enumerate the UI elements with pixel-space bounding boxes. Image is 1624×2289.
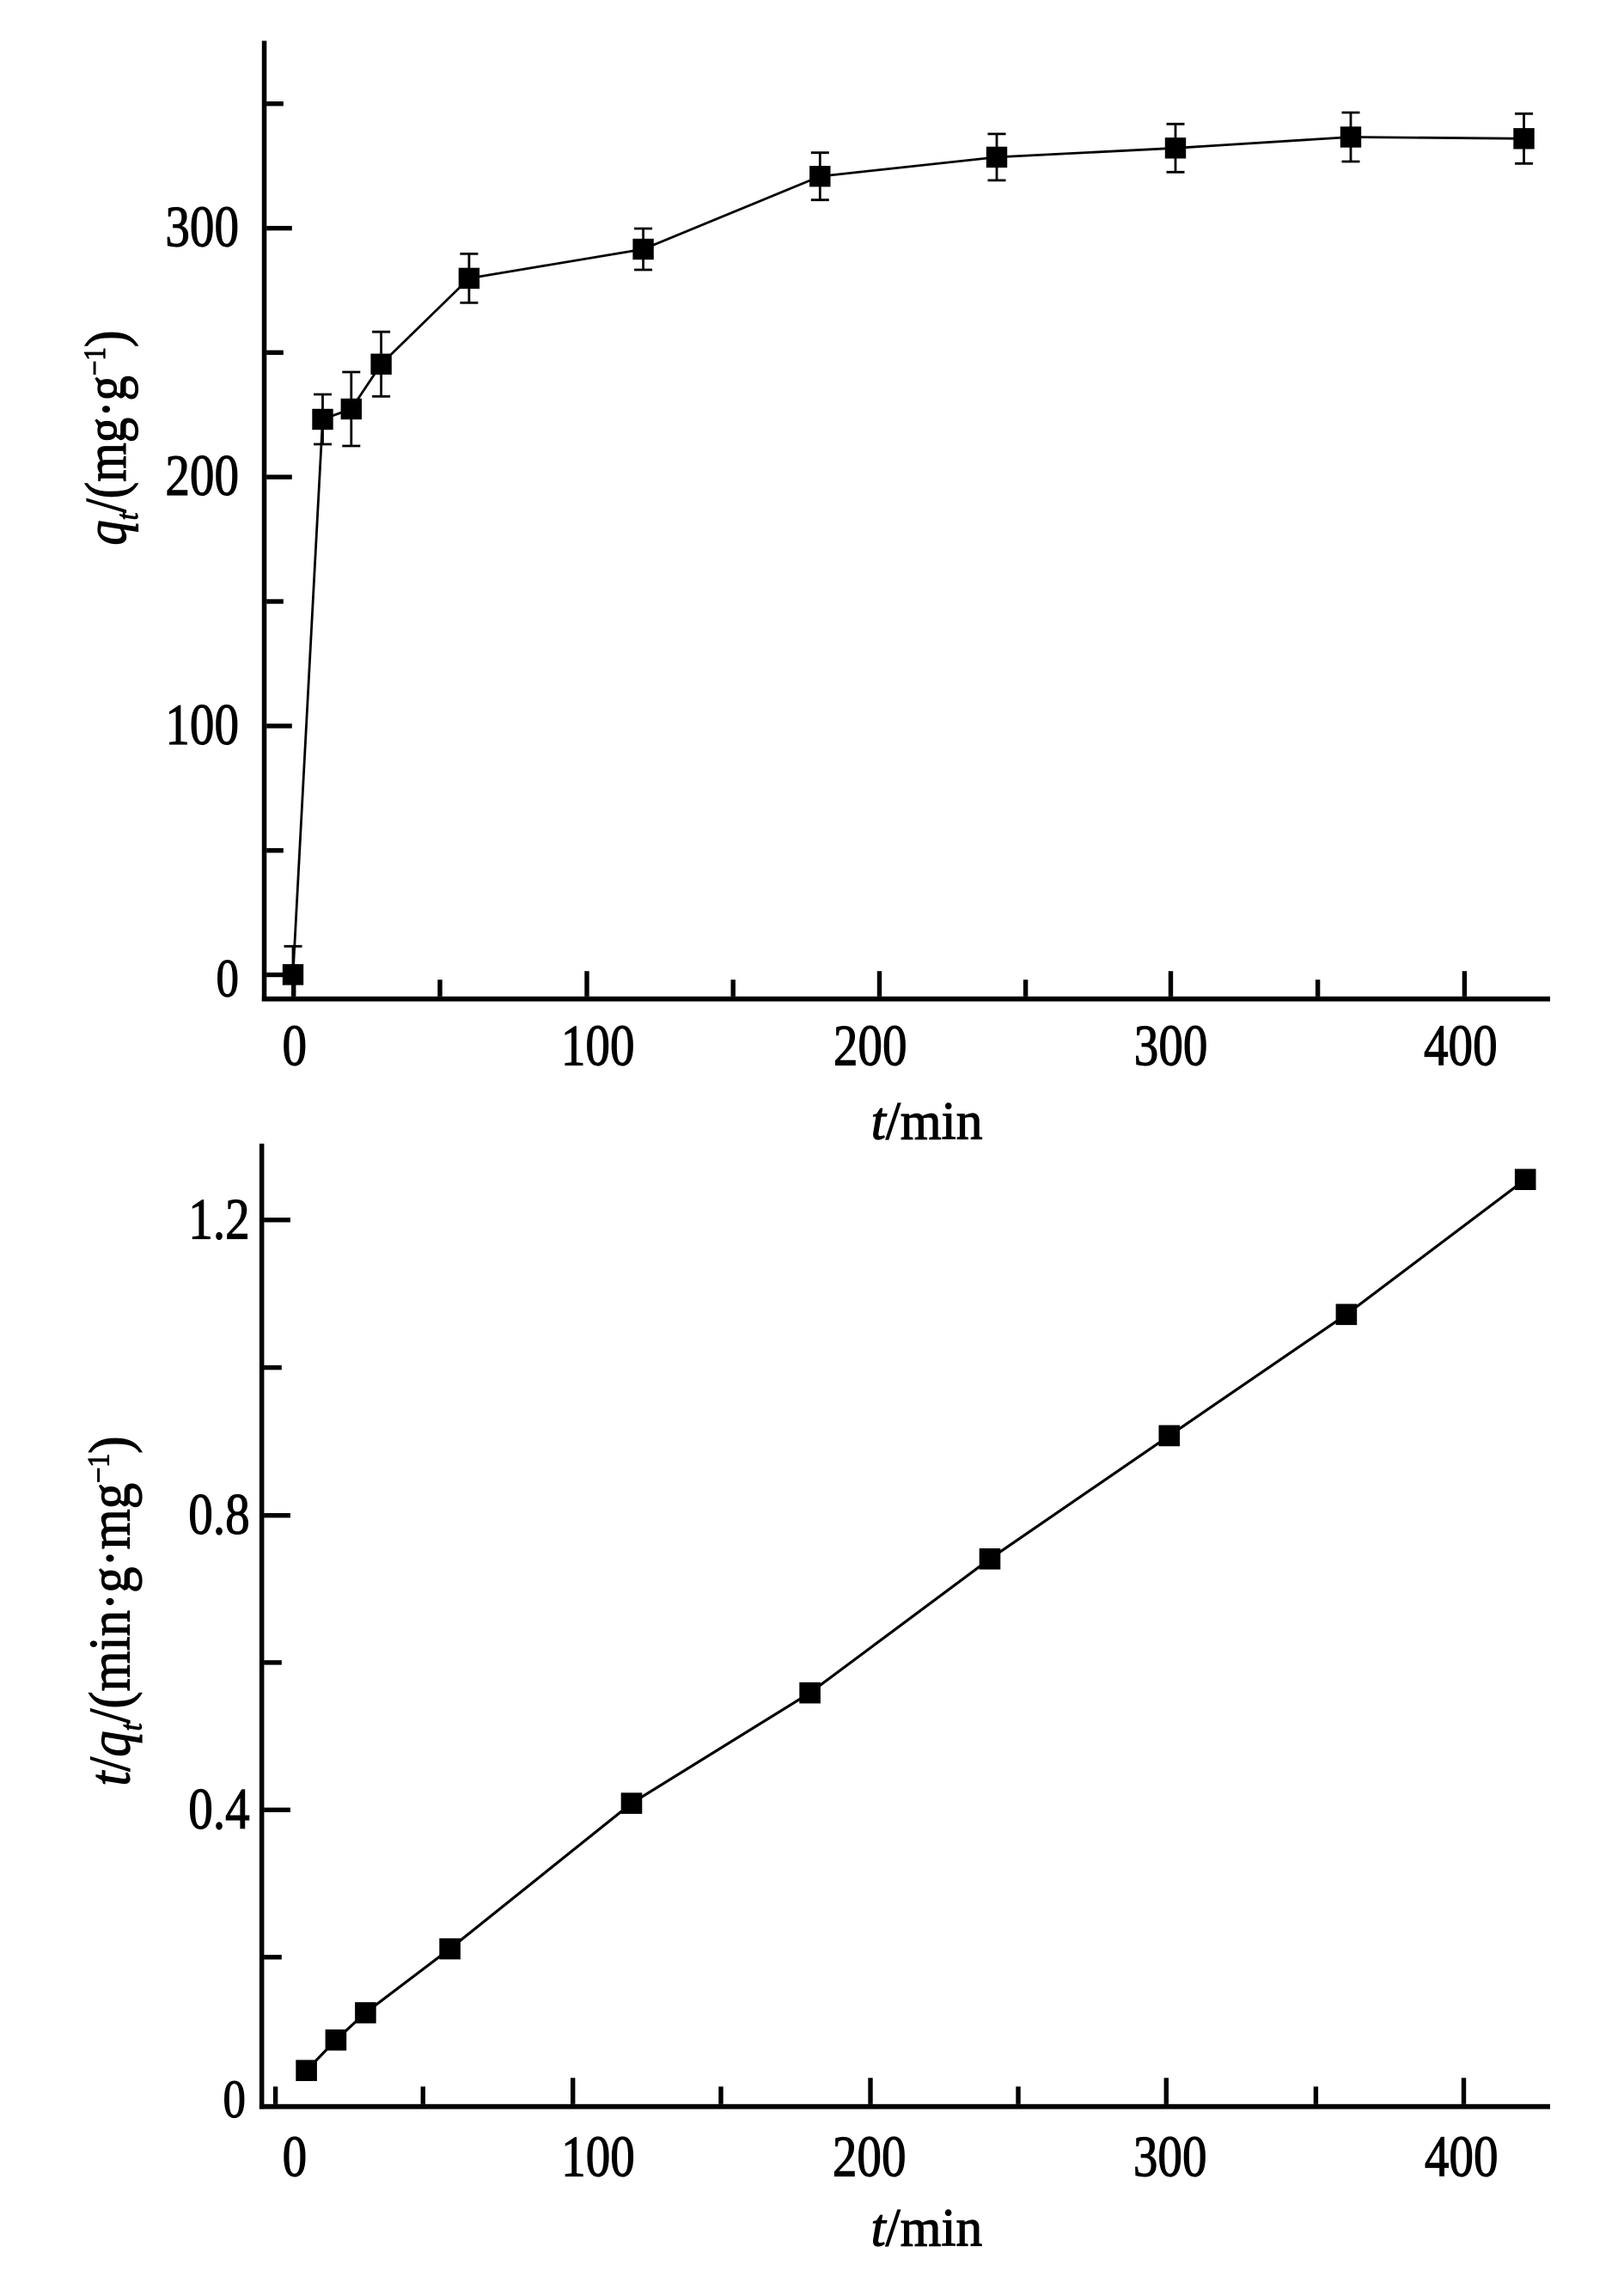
- svg-text:200: 200: [833, 2124, 907, 2189]
- svg-text:t/min: t/min: [871, 2199, 983, 2257]
- svg-text:1.2: 1.2: [188, 1187, 249, 1252]
- svg-text:400: 400: [1425, 2124, 1499, 2189]
- svg-text:200: 200: [165, 443, 239, 509]
- svg-text:0.4: 0.4: [188, 1776, 249, 1841]
- svg-text:200: 200: [833, 1013, 907, 1078]
- svg-text:0.8: 0.8: [188, 1482, 249, 1547]
- svg-text:t/qt/(min·g·mg−1): t/qt/(min·g·mg−1): [77, 1437, 149, 1786]
- svg-text:0: 0: [283, 2124, 308, 2189]
- svg-text:qt/(mg·g−1): qt/(mg·g−1): [73, 331, 145, 546]
- svg-text:400: 400: [1424, 1013, 1498, 1078]
- svg-text:100: 100: [561, 1013, 635, 1078]
- svg-text:0: 0: [223, 2069, 246, 2129]
- svg-text:100: 100: [561, 2124, 635, 2189]
- svg-text:t/min: t/min: [871, 1092, 983, 1151]
- svg-text:100: 100: [165, 692, 239, 757]
- svg-text:0: 0: [217, 948, 239, 1008]
- svg-text:300: 300: [1134, 1013, 1208, 1078]
- svg-text:0: 0: [283, 1013, 308, 1078]
- svg-text:300: 300: [1133, 2124, 1207, 2189]
- svg-text:300: 300: [165, 194, 239, 259]
